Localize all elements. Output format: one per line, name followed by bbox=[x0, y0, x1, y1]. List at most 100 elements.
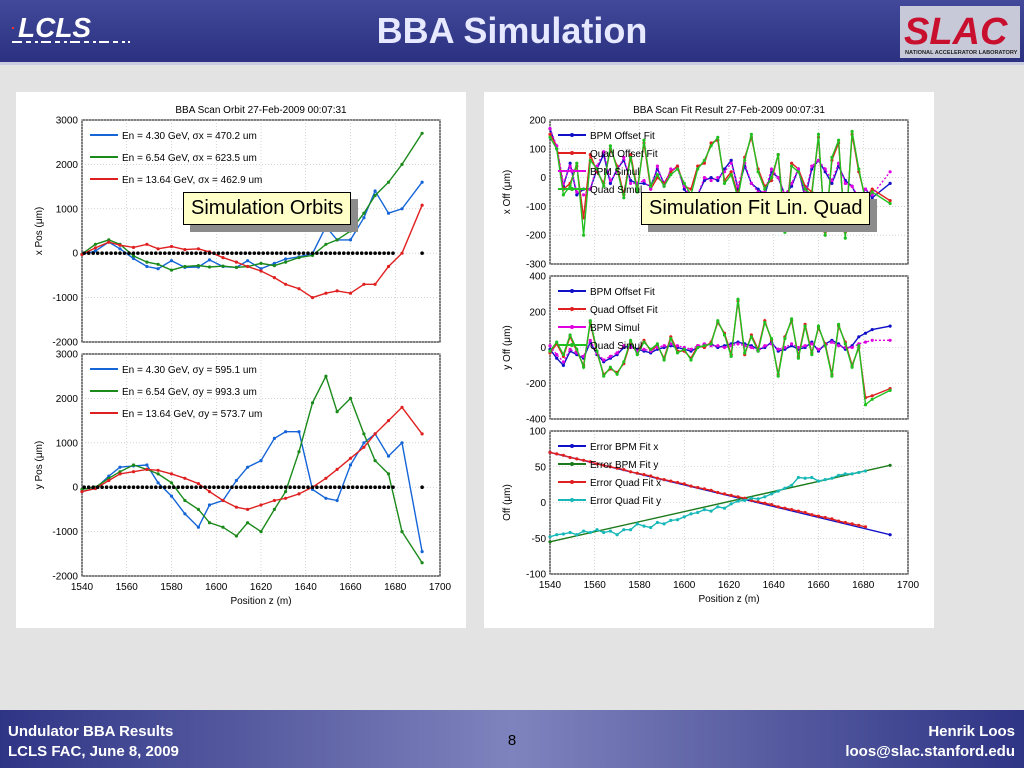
data-point bbox=[259, 503, 263, 507]
data-point bbox=[796, 475, 800, 480]
data-point bbox=[163, 485, 167, 490]
right-figure-panel: 200 100 0 -100 -200 -300 BBA Scan Fit Result 2… bbox=[484, 92, 934, 628]
y-tick-label: 50 bbox=[535, 462, 547, 473]
data-point bbox=[548, 132, 552, 136]
svg-text:SLAC: SLAC bbox=[904, 11, 1008, 53]
data-point bbox=[749, 335, 753, 339]
data-point bbox=[588, 338, 592, 342]
data-point bbox=[588, 153, 592, 157]
legend-marker bbox=[570, 307, 574, 311]
data-point bbox=[169, 494, 174, 498]
legend-label: En = 6.54 GeV, σy = 993.3 um bbox=[122, 387, 257, 398]
data-point bbox=[870, 397, 874, 401]
data-point bbox=[568, 164, 572, 168]
data-point bbox=[790, 161, 794, 165]
data-point bbox=[796, 356, 800, 360]
data-point bbox=[662, 184, 666, 188]
data-point bbox=[888, 181, 892, 185]
data-point bbox=[810, 475, 814, 480]
data-point bbox=[582, 458, 586, 462]
data-point bbox=[279, 485, 283, 490]
data-point bbox=[837, 322, 841, 326]
legend-marker bbox=[570, 289, 574, 293]
data-point bbox=[582, 193, 586, 197]
data-point bbox=[377, 251, 382, 255]
data-point bbox=[297, 450, 301, 454]
data-point bbox=[259, 269, 263, 273]
data-point bbox=[248, 251, 252, 255]
data-point bbox=[400, 162, 404, 166]
footer-venue-date: LCLS FAC, June 8, 2009 bbox=[8, 743, 179, 760]
data-point bbox=[709, 178, 713, 183]
legend-label: En = 4.30 GeV, σy = 595.1 um bbox=[122, 365, 257, 376]
data-point bbox=[306, 485, 310, 490]
data-point bbox=[131, 470, 136, 474]
y-axis-label: y Off (μm) bbox=[502, 325, 513, 369]
data-point bbox=[602, 374, 606, 378]
data-point bbox=[769, 337, 774, 341]
data-point bbox=[722, 492, 727, 496]
data-point bbox=[189, 251, 194, 255]
data-point bbox=[783, 506, 787, 510]
data-point bbox=[196, 525, 200, 529]
y-tick-label: -1000 bbox=[52, 527, 78, 538]
data-point bbox=[373, 485, 377, 490]
data-point bbox=[107, 240, 111, 244]
data-point bbox=[382, 485, 386, 490]
data-point bbox=[702, 158, 706, 162]
data-point bbox=[796, 167, 800, 171]
data-point bbox=[749, 498, 753, 502]
data-point bbox=[729, 354, 733, 358]
data-point bbox=[615, 533, 619, 537]
data-point bbox=[837, 138, 841, 142]
data-point bbox=[561, 360, 565, 364]
data-point bbox=[420, 251, 424, 255]
data-point bbox=[221, 264, 225, 268]
data-point bbox=[207, 490, 212, 494]
data-point bbox=[113, 485, 118, 490]
data-point bbox=[702, 176, 706, 180]
data-point bbox=[284, 282, 288, 286]
data-point bbox=[328, 251, 333, 255]
data-point bbox=[796, 345, 800, 350]
data-point bbox=[629, 338, 633, 342]
x-tick-label: 1560 bbox=[584, 580, 607, 591]
data-point bbox=[888, 463, 892, 467]
y-tick-label: 2000 bbox=[56, 160, 79, 171]
data-point bbox=[888, 170, 892, 174]
data-point bbox=[888, 533, 892, 537]
data-point bbox=[850, 345, 854, 350]
data-point bbox=[756, 497, 760, 501]
x-axis-label: Position z (m) bbox=[230, 596, 291, 607]
data-point bbox=[183, 498, 187, 503]
data-point bbox=[837, 161, 841, 165]
data-point bbox=[348, 238, 353, 242]
data-point bbox=[863, 469, 868, 473]
data-point bbox=[843, 236, 847, 240]
data-point bbox=[297, 251, 301, 255]
data-point bbox=[335, 238, 339, 242]
data-point bbox=[669, 167, 673, 171]
data-point bbox=[252, 251, 257, 255]
data-point bbox=[870, 190, 874, 194]
data-point bbox=[823, 478, 827, 482]
data-point bbox=[207, 251, 212, 255]
series-error-quad-fit-x bbox=[548, 450, 868, 529]
data-point bbox=[315, 485, 319, 490]
y-tick-label: 2000 bbox=[56, 394, 79, 405]
data-point bbox=[888, 199, 892, 203]
data-point bbox=[183, 248, 187, 252]
data-point bbox=[837, 344, 841, 348]
data-point bbox=[843, 520, 847, 525]
legend-label: En = 6.54 GeV, σx = 623.5 um bbox=[122, 153, 257, 164]
data-point bbox=[284, 257, 288, 261]
data-point bbox=[575, 190, 579, 194]
data-point bbox=[622, 468, 626, 472]
legend-label: En = 4.30 GeV, σx = 470.2 um bbox=[122, 131, 257, 142]
data-point bbox=[642, 340, 646, 344]
legend-marker bbox=[570, 498, 574, 502]
data-point bbox=[696, 510, 700, 515]
header-divider bbox=[0, 62, 1024, 65]
data-point bbox=[386, 454, 391, 458]
data-point bbox=[716, 135, 720, 139]
